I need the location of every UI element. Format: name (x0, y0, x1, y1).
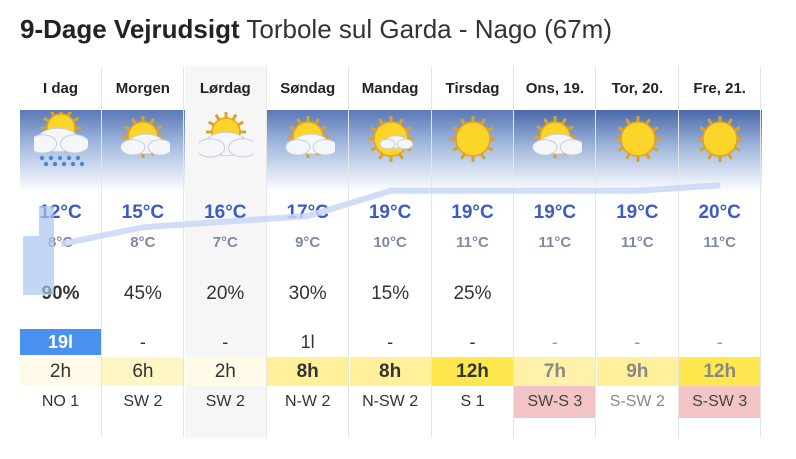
day-column[interactable]: Tor, 20. 19°C 11°C - 9h S-SW 2 (596, 66, 679, 438)
temp-min: 11°C (456, 234, 489, 251)
precip-probability: 25% (453, 283, 492, 304)
temp-max: 16°C (204, 202, 247, 223)
precip-amount: - (387, 332, 394, 352)
day-label: Morgen (115, 80, 170, 97)
day-column[interactable]: Morgen 15°C 8°C 45% - 6h SW 2 (102, 66, 185, 438)
page-title: 9-Dage Vejrudsigt Torbole sul Garda - Na… (20, 14, 612, 45)
day-label: Lørdag (199, 80, 251, 97)
day-label: Tor, 20. (611, 80, 663, 97)
sunshine-hours: 12h (679, 357, 761, 386)
wind: NO 1 (41, 393, 80, 410)
wind: N-SW 2 (362, 393, 419, 410)
temp-max: 15°C (121, 202, 165, 223)
wind: SW-S 3 (514, 386, 596, 418)
day-column[interactable]: Fre, 21. 20°C 11°C - 12h S-SW 3 (679, 66, 762, 438)
sun-icon (611, 112, 665, 166)
day-column[interactable]: Søndag 17°C 9°C 30% 1l 8h N-W 2 (267, 66, 350, 438)
day-column[interactable]: Lørdag 16°C 7°C 20% - 2h SW 2 (184, 66, 267, 438)
precip-amount: - (469, 332, 476, 352)
day-column[interactable]: Mandag 19°C 10°C 15% - 8h N-SW 2 (349, 66, 432, 438)
precip-amount: 19l (20, 329, 101, 355)
sun-cloud-rain-icon (27, 108, 90, 167)
temp-max: 20°C (698, 202, 741, 223)
temp-min: 8°C (47, 234, 74, 251)
precip-probability: 15% (371, 283, 410, 304)
day-label: Ons, 19. (525, 80, 585, 97)
temp-min: 11°C (703, 234, 737, 251)
precip-probability: 20% (206, 283, 245, 304)
wind: N-W 2 (285, 393, 331, 410)
day-column[interactable]: I dag 12°C 8°C 90% 19l 2h NO 1 (20, 66, 102, 438)
precip-amount: - (551, 332, 558, 352)
wind: S 1 (460, 393, 485, 410)
temp-max: 12°C (39, 202, 82, 223)
sunshine-hours: 6h (102, 357, 184, 386)
sunshine-hours: 9h (596, 357, 678, 386)
day-column[interactable]: Ons, 19. 19°C 11°C - 7h SW-S 3 (514, 66, 597, 438)
sun-cloud-icon (281, 112, 339, 166)
precip-amount: - (634, 332, 641, 352)
temp-min: 9°C (295, 234, 321, 251)
cloud-sun-icon (195, 112, 258, 166)
temp-min: 7°C (212, 234, 238, 251)
day-label: Tirsdag (445, 80, 500, 97)
sun-cloud-icon (528, 112, 586, 166)
precip-amount: - (222, 332, 229, 352)
sun-cloud-icon (116, 112, 174, 166)
temp-min: 11°C (538, 234, 572, 251)
sunshine-hours: 2h (20, 357, 101, 386)
forecast-grid: I dag 12°C 8°C 90% 19l 2h NO 1 Morgen 15°… (20, 66, 762, 438)
precip-amount: 1l (300, 332, 315, 352)
day-label: I dag (42, 80, 78, 97)
temp-max: 17°C (286, 202, 329, 223)
temp-min: 10°C (373, 234, 407, 251)
day-label: Søndag (280, 80, 336, 97)
precip-amount: - (139, 332, 146, 352)
temp-min: 11°C (620, 234, 654, 251)
wind: S-SW 3 (679, 386, 761, 418)
sun-small-cloud-icon (364, 112, 418, 166)
wind: S-SW 2 (609, 393, 665, 410)
sunshine-hours: 7h (514, 357, 596, 386)
precip-probability: 45% (123, 283, 162, 304)
sunshine-hours: 8h (349, 357, 431, 386)
temp-max: 19°C (616, 202, 659, 223)
sunshine-hours: 12h (432, 357, 513, 386)
sun-icon (693, 112, 747, 166)
temp-max: 19°C (533, 202, 577, 223)
day-label: Fre, 21. (693, 80, 746, 97)
precip-probability: 90% (41, 283, 80, 304)
sun-icon (446, 112, 500, 166)
temp-min: 8°C (130, 234, 156, 251)
wind: SW 2 (205, 393, 245, 410)
day-column[interactable]: Tirsdag 19°C 11°C 25% - 12h S 1 (432, 66, 514, 438)
sunshine-hours: 2h (184, 357, 266, 386)
temp-max: 19°C (451, 202, 494, 223)
day-label: Mandag (361, 80, 419, 97)
sunshine-hours: 8h (267, 357, 349, 386)
precip-amount: - (716, 332, 723, 352)
wind: SW 2 (123, 393, 163, 410)
precip-probability: 30% (288, 283, 327, 304)
title-heading: 9-Dage Vejrudsigt (20, 14, 240, 44)
location-name: Torbole sul Garda - Nago (67m) (246, 14, 612, 44)
temp-max: 19°C (368, 202, 412, 223)
